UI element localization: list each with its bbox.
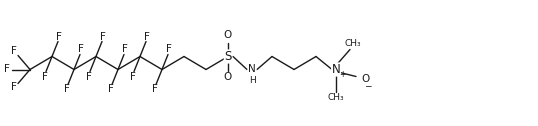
Text: F: F — [144, 32, 150, 41]
Text: F: F — [78, 44, 84, 55]
Text: F: F — [108, 85, 114, 94]
Text: F: F — [56, 32, 62, 41]
Text: O: O — [224, 30, 232, 40]
Text: F: F — [11, 46, 17, 56]
Text: +: + — [339, 70, 345, 79]
Text: F: F — [130, 71, 136, 82]
Text: O: O — [361, 74, 369, 85]
Text: CH₃: CH₃ — [328, 93, 344, 102]
Text: F: F — [122, 44, 128, 55]
Text: CH₃: CH₃ — [345, 39, 362, 48]
Text: S: S — [224, 50, 232, 63]
Text: O: O — [224, 72, 232, 83]
Text: N: N — [331, 63, 341, 76]
Text: F: F — [86, 71, 92, 82]
Text: F: F — [42, 71, 48, 82]
Text: F: F — [64, 85, 70, 94]
Text: F: F — [11, 83, 17, 92]
Text: N: N — [248, 65, 256, 74]
Text: H: H — [249, 76, 256, 85]
Text: F: F — [152, 85, 158, 94]
Text: −: − — [364, 81, 372, 90]
Text: F: F — [100, 32, 106, 41]
Text: F: F — [4, 65, 10, 74]
Text: F: F — [166, 44, 172, 55]
